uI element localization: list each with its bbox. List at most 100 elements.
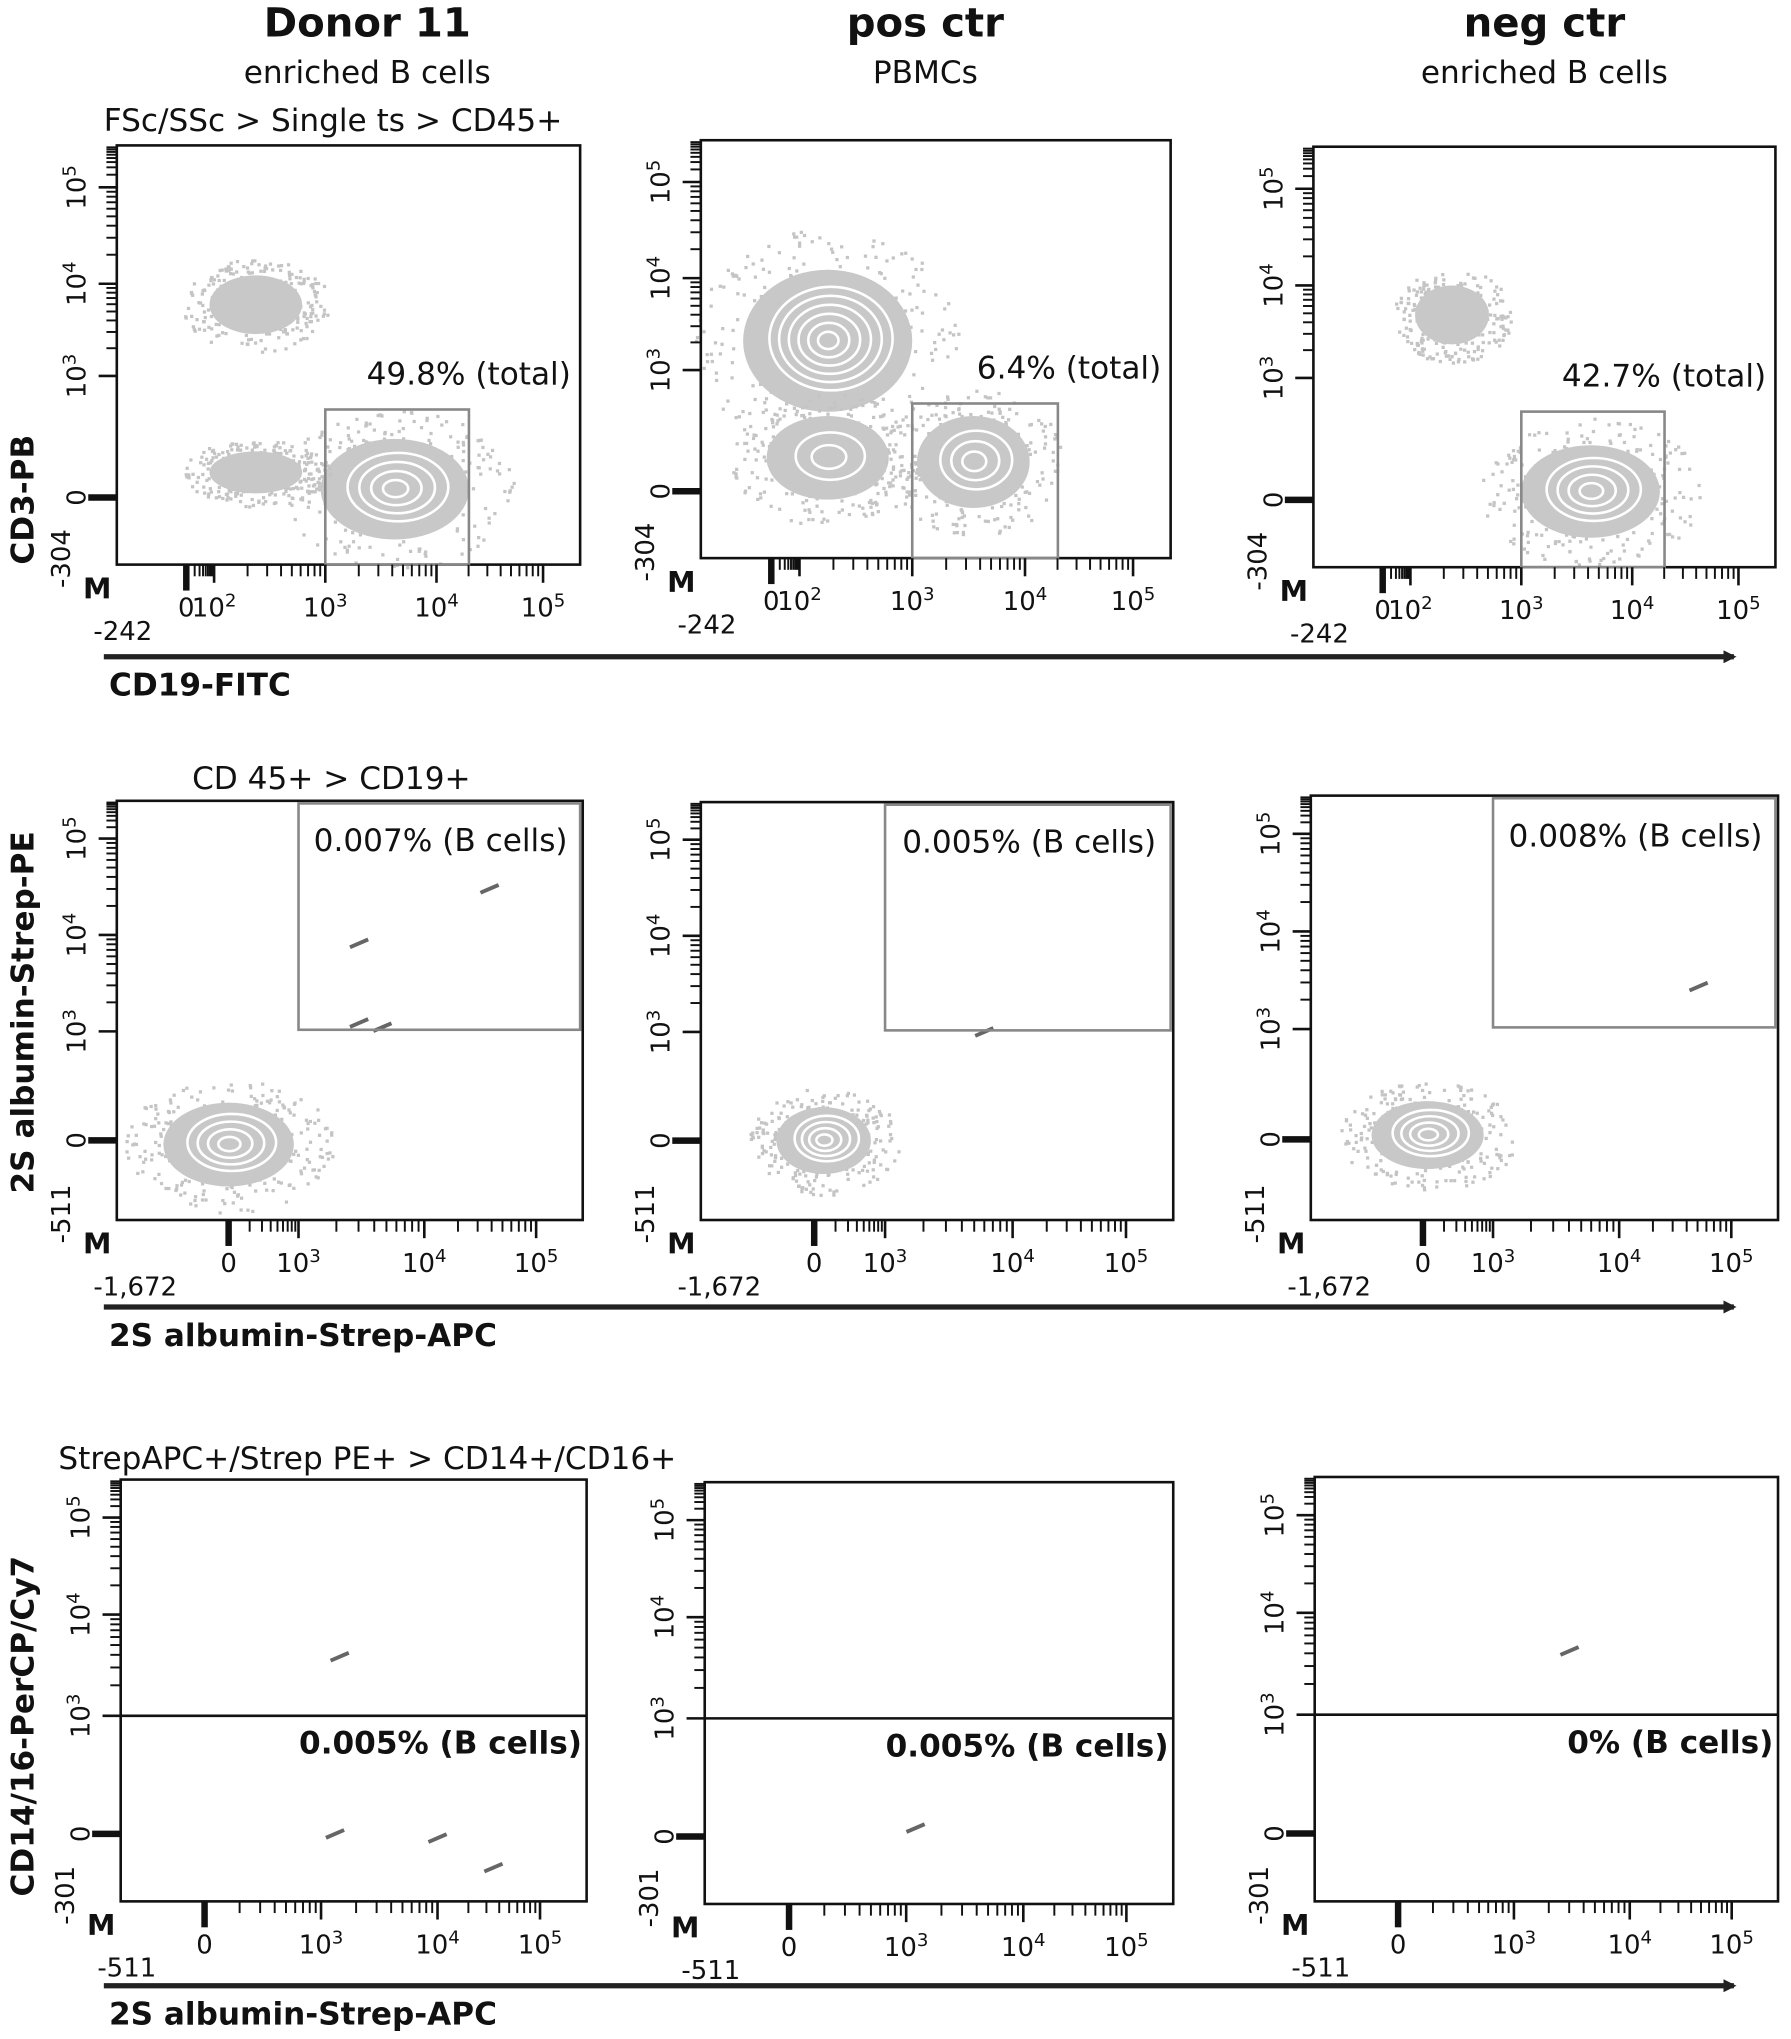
event-dot	[1499, 325, 1503, 329]
event-dot	[1385, 1102, 1390, 1106]
event-dot	[734, 415, 738, 420]
event-dot	[306, 1121, 310, 1126]
event-dot	[760, 1144, 764, 1148]
tick-base: 10	[1388, 596, 1421, 626]
event-dot	[289, 449, 293, 453]
event-dot	[746, 254, 750, 259]
event-dot	[1442, 278, 1446, 282]
event-dot	[915, 305, 919, 310]
tick-base: 10	[1259, 367, 1289, 400]
event-dot	[1572, 535, 1577, 539]
event-dot	[217, 452, 221, 457]
event-dot	[1403, 307, 1408, 311]
event-dot	[819, 1193, 823, 1197]
event-dot	[1459, 347, 1463, 351]
event-dot	[898, 474, 903, 478]
event-dot	[347, 544, 351, 548]
x-axis-label: 2S albumin-Strep-APC	[109, 1318, 497, 1354]
event-dot	[1053, 437, 1057, 441]
event-dot	[326, 1157, 331, 1161]
event-dot	[1507, 453, 1511, 457]
event-dot	[402, 540, 406, 544]
event-dot	[1482, 1161, 1487, 1165]
event-dot	[1354, 1134, 1358, 1138]
tick-exp: 4	[447, 590, 459, 611]
event-dot	[1003, 525, 1007, 529]
column-title: neg ctr	[1464, 0, 1626, 46]
event-dot	[1480, 349, 1485, 353]
event-dot	[323, 1127, 328, 1131]
event-dot	[875, 1126, 879, 1131]
tick-label: 104	[1253, 909, 1287, 954]
event-dot	[481, 445, 485, 450]
tick-exp: 5	[1256, 166, 1277, 178]
event-dot	[264, 266, 269, 271]
event-dot	[1393, 1181, 1397, 1185]
tick-exp: 5	[551, 1927, 563, 1948]
tick-label: 105	[1104, 1245, 1149, 1279]
event-dot	[833, 401, 837, 405]
event-dot	[476, 544, 480, 548]
event-dot	[1422, 284, 1426, 288]
event-dot	[796, 1168, 800, 1173]
event-dot	[1043, 442, 1048, 446]
event-dot	[789, 519, 793, 523]
event-dot	[1498, 1156, 1502, 1160]
event-dot	[713, 341, 718, 345]
event-dot	[1379, 1101, 1383, 1105]
event-dot	[930, 413, 934, 417]
event-dot	[506, 499, 510, 503]
event-dot	[777, 251, 782, 255]
tick-exp: 3	[896, 1245, 908, 1266]
tick-exp: 3	[1257, 1692, 1278, 1704]
event-dot	[1659, 512, 1663, 516]
event-dot	[153, 1140, 158, 1145]
event-dot	[722, 285, 726, 289]
event-dot	[272, 448, 276, 453]
event-dot	[795, 409, 799, 413]
event-dot	[424, 554, 428, 558]
event-dot	[1489, 1111, 1494, 1115]
event-dot	[297, 462, 301, 467]
event-dot	[261, 1093, 265, 1098]
event-dot	[878, 415, 883, 419]
event-dot	[767, 1164, 772, 1168]
event-dot	[184, 473, 188, 477]
event-dot	[279, 451, 283, 456]
event-dot	[510, 485, 514, 489]
event-dot	[751, 436, 756, 441]
tick-base: 10	[67, 1705, 97, 1738]
event-dot	[937, 417, 942, 421]
event-dot	[228, 272, 233, 276]
event-dot	[425, 418, 429, 423]
event-dot	[1452, 1179, 1457, 1183]
event-dot	[222, 278, 226, 283]
event-dot	[1527, 433, 1532, 437]
event-dot	[429, 442, 433, 446]
event-dot	[891, 465, 896, 469]
tick-label: 103	[647, 1696, 681, 1741]
tick-base: 10	[1259, 275, 1289, 308]
event-dot	[891, 256, 895, 260]
event-dot	[826, 1173, 830, 1177]
event-dot	[1006, 418, 1011, 422]
event-dot	[195, 318, 199, 322]
event-dot	[721, 326, 725, 331]
event-dot	[898, 470, 903, 474]
event-dot	[226, 495, 230, 500]
event-dot	[870, 511, 875, 516]
event-dot	[861, 403, 865, 408]
event-dot	[314, 295, 318, 299]
event-dot	[343, 528, 348, 532]
tick-label: 105	[518, 1927, 563, 1961]
event-dot	[866, 1121, 870, 1125]
event-dot	[910, 308, 914, 312]
event-dot	[288, 501, 292, 506]
y-min-label: -511	[1241, 1185, 1271, 1244]
event-dot	[216, 274, 220, 278]
tick-label: 105	[1709, 1245, 1754, 1279]
event-dot	[503, 489, 507, 494]
event-dot	[306, 489, 310, 493]
event-dot	[1568, 539, 1572, 543]
event-dot	[460, 552, 464, 556]
